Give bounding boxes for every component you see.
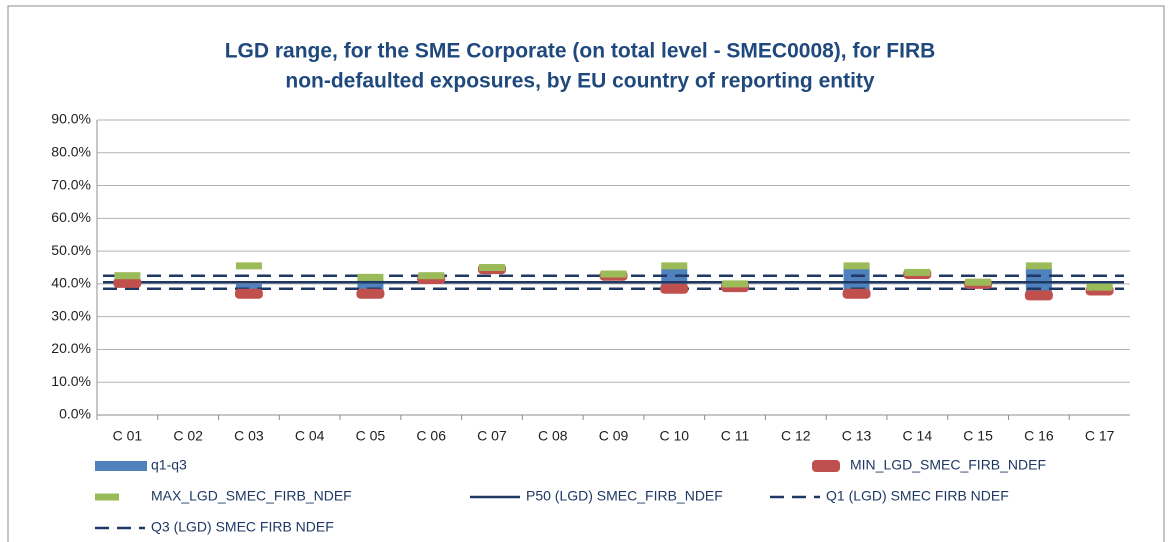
max-marker: [965, 278, 992, 286]
x-tick-label: C 04: [295, 428, 325, 444]
x-tick-label: C 16: [1024, 428, 1054, 444]
range-bar: [843, 267, 870, 291]
y-tick-label: 80.0%: [51, 143, 91, 159]
min-marker: [1024, 290, 1053, 301]
y-tick-label: 70.0%: [51, 176, 91, 192]
legend-swatch: [95, 461, 147, 471]
range-bar: [235, 283, 262, 291]
x-tick-label: C 02: [173, 428, 203, 444]
max-marker: [357, 273, 384, 281]
min-marker: [842, 288, 871, 299]
max-marker: [1025, 262, 1052, 270]
y-tick-label: 30.0%: [51, 307, 91, 323]
x-tick-label: C 05: [356, 428, 386, 444]
legend-swatch: [812, 460, 840, 472]
y-tick-label: 10.0%: [51, 373, 91, 389]
min-marker: [660, 283, 689, 294]
chart-title: LGD range, for the SME Corporate (on tot…: [225, 40, 936, 63]
legend-label: Q3 (LGD) SMEC FIRB NDEF: [151, 519, 334, 535]
max-marker: [418, 272, 445, 280]
x-tick-label: C 12: [781, 428, 811, 444]
chart-title: non-defaulted exposures, by EU country o…: [285, 70, 875, 93]
legend-label: q1-q3: [151, 457, 187, 473]
max-marker: [904, 268, 931, 276]
y-tick-label: 90.0%: [51, 111, 91, 127]
max-marker: [114, 272, 141, 280]
x-tick-label: C 06: [416, 428, 446, 444]
x-tick-label: C 10: [659, 428, 689, 444]
y-tick-label: 20.0%: [51, 340, 91, 356]
max-marker: [843, 262, 870, 270]
x-tick-label: C 01: [113, 428, 143, 444]
y-tick-label: 60.0%: [51, 209, 91, 225]
x-tick-label: C 11: [721, 428, 750, 444]
x-tick-label: C 08: [538, 428, 568, 444]
legend-label: Q1 (LGD) SMEC FIRB NDEF: [826, 488, 1009, 504]
legend-swatch: [95, 493, 119, 501]
max-marker: [661, 262, 688, 270]
x-tick-label: C 17: [1085, 428, 1115, 444]
min-marker: [113, 277, 142, 288]
min-marker: [234, 288, 263, 299]
x-tick-label: C 03: [234, 428, 264, 444]
legend-label: P50 (LGD) SMEC_FIRB_NDEF: [526, 488, 723, 504]
x-tick-label: C 13: [842, 428, 872, 444]
chart-frame: [7, 5, 1165, 542]
max-marker: [235, 262, 262, 270]
max-marker: [600, 270, 627, 278]
legend-label: MAX_LGD_SMEC_FIRB_NDEF: [151, 488, 352, 504]
x-tick-label: C 14: [903, 428, 933, 444]
y-tick-label: 50.0%: [51, 242, 91, 258]
max-marker: [722, 280, 749, 288]
x-tick-label: C 15: [963, 428, 993, 444]
max-marker: [478, 264, 505, 271]
x-tick-label: C 09: [599, 428, 629, 444]
x-tick-label: C 07: [477, 428, 507, 444]
legend-label: MIN_LGD_SMEC_FIRB_NDEF: [850, 457, 1046, 473]
y-tick-label: 0.0%: [59, 406, 91, 422]
min-marker: [356, 288, 385, 299]
max-marker: [1086, 283, 1113, 291]
y-tick-label: 40.0%: [51, 275, 91, 291]
